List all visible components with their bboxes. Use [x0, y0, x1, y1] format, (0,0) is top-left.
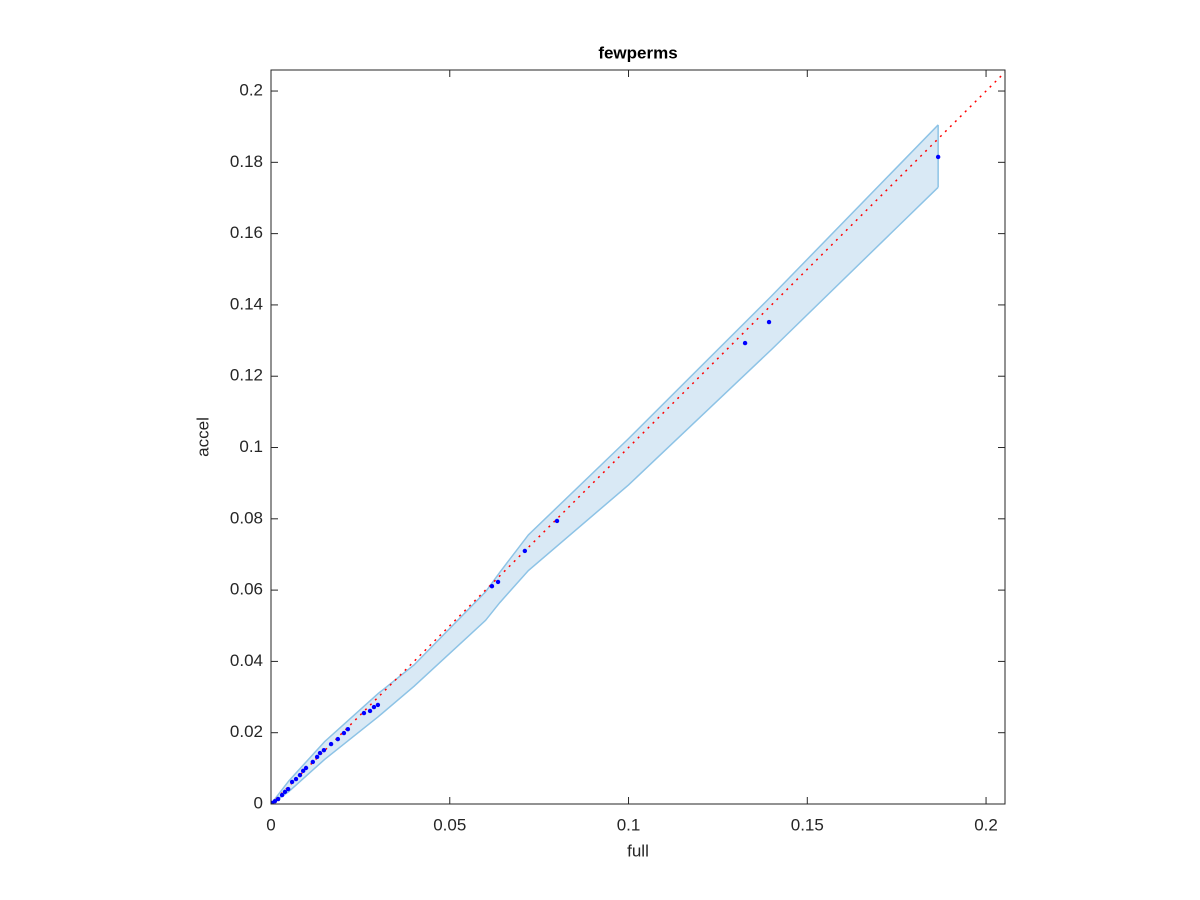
x-tick-label: 0	[266, 815, 275, 834]
band-upper-edge	[271, 124, 939, 804]
data-point	[328, 741, 334, 747]
data-point	[361, 710, 367, 716]
data-point	[345, 726, 351, 732]
data-point	[289, 779, 295, 785]
data-point	[554, 518, 560, 524]
data-point	[935, 154, 941, 160]
y-tick-label: 0.18	[230, 152, 263, 171]
x-tick-label: 0.1	[617, 815, 641, 834]
data-point	[310, 759, 316, 765]
data-point	[275, 796, 281, 802]
x-tick-label: 0.05	[433, 815, 466, 834]
data-point	[314, 754, 320, 760]
data-point	[375, 702, 381, 708]
y-tick-label: 0.16	[230, 223, 263, 242]
data-point	[766, 319, 772, 325]
data-point	[335, 736, 341, 742]
y-tick-label: 0.14	[230, 294, 263, 313]
data-point	[321, 747, 327, 753]
band-lower-edge	[271, 186, 939, 804]
data-point	[495, 579, 501, 585]
plot-area	[271, 71, 1005, 804]
data-point	[293, 776, 299, 782]
axes-box	[270, 69, 1006, 805]
data-point	[371, 704, 377, 710]
data-point	[742, 340, 748, 346]
x-axis-label: full	[627, 841, 649, 860]
x-tick-label: 0.2	[974, 815, 998, 834]
data-point	[489, 583, 495, 589]
data-point	[285, 786, 291, 792]
reference-line	[271, 71, 1005, 804]
data-point	[341, 730, 347, 736]
y-axis-label: accel	[193, 417, 212, 457]
x-tick-label: 0.15	[791, 815, 824, 834]
data-point	[271, 800, 275, 804]
data-point	[303, 765, 309, 771]
data-point	[300, 768, 306, 774]
y-tick-label: 0	[254, 793, 263, 812]
y-tick-label: 0.2	[239, 81, 263, 100]
data-point	[282, 789, 288, 795]
chart-title: fewperms	[598, 43, 677, 62]
y-tick-label: 0.1	[239, 437, 263, 456]
y-tick-label: 0.08	[230, 508, 263, 527]
y-tick-label: 0.06	[230, 580, 263, 599]
confidence-band	[271, 124, 939, 804]
data-point	[317, 750, 323, 756]
data-point	[279, 792, 285, 798]
data-point	[367, 708, 373, 714]
y-tick-label: 0.02	[230, 722, 263, 741]
y-tick-label: 0.04	[230, 651, 263, 670]
data-point	[522, 548, 528, 554]
data-point	[297, 772, 303, 778]
y-tick-label: 0.12	[230, 366, 263, 385]
